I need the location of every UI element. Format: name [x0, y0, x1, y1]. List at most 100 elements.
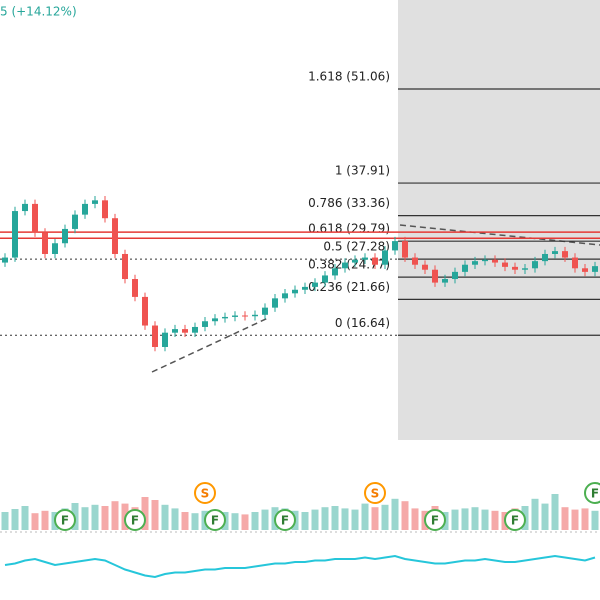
- volume-bar: [371, 507, 379, 530]
- volume-bar: [241, 514, 249, 530]
- volume-bar: [321, 507, 329, 530]
- fib-label: 0.5 (27.28): [323, 240, 390, 254]
- volume-bar: [341, 508, 349, 530]
- volume-bar: [351, 509, 359, 530]
- event-label: F: [61, 514, 69, 528]
- fib-label: 1.618 (51.06): [308, 70, 390, 84]
- volume-bar: [181, 512, 189, 530]
- fib-label: 0.382 (24.77): [308, 258, 390, 272]
- volume-bar: [391, 498, 399, 530]
- candle-body: [52, 243, 58, 254]
- volume-bar: [311, 509, 319, 530]
- candle-body: [92, 200, 98, 204]
- candle-body: [212, 318, 218, 322]
- candle-body: [492, 259, 498, 263]
- oscillator-line: [4, 554, 596, 579]
- candle-body: [452, 271, 458, 280]
- candle-body: [462, 264, 468, 272]
- volume-bar: [111, 501, 119, 530]
- candle-body: [502, 262, 508, 267]
- volume-bar: [381, 504, 389, 530]
- candle-body: [542, 253, 548, 262]
- volume-bar: [91, 504, 99, 530]
- candle-body: [262, 307, 268, 315]
- event-label: F: [211, 514, 219, 528]
- candle-body: [162, 332, 168, 347]
- candle-body: [142, 296, 148, 326]
- event-label: F: [131, 514, 139, 528]
- candle-body: [592, 266, 598, 272]
- event-label: F: [281, 514, 289, 528]
- volume-bar: [571, 509, 579, 530]
- volume-bar: [471, 507, 479, 530]
- volume-bar: [1, 512, 9, 530]
- candle-body: [252, 314, 258, 317]
- candle-body: [432, 269, 438, 283]
- volume-bar: [231, 513, 239, 530]
- volume-bar: [251, 512, 259, 530]
- candle-body: [412, 257, 418, 265]
- event-label: S: [201, 487, 210, 501]
- event-marker: [124, 509, 146, 531]
- volume-bar: [41, 510, 49, 530]
- candle-body: [332, 268, 338, 276]
- candle-body: [532, 261, 538, 269]
- projection-zone: [398, 0, 600, 440]
- volume-bar: [31, 513, 39, 530]
- candle-body: [72, 214, 78, 229]
- candle-body: [202, 321, 208, 327]
- volume-bar: [101, 506, 109, 530]
- volume-bar: [551, 494, 559, 530]
- volume-bar: [141, 497, 149, 530]
- candle-body: [12, 211, 18, 258]
- volume-bar: [81, 507, 89, 530]
- volume-bar: [361, 503, 369, 530]
- candle-body: [562, 251, 568, 258]
- volume-bar: [191, 513, 199, 530]
- candle-body: [42, 232, 48, 254]
- candle-body: [2, 257, 8, 263]
- candle-body: [62, 228, 68, 244]
- candle-body: [192, 326, 198, 333]
- event-marker: [364, 482, 386, 504]
- candle-body: [152, 325, 158, 347]
- candle-body: [472, 261, 478, 265]
- candle-body: [572, 257, 578, 269]
- candle-body: [132, 279, 138, 297]
- candle-body: [522, 268, 528, 270]
- volume-bar: [261, 509, 269, 530]
- candle-body: [182, 329, 188, 333]
- fib-label: 0.786 (33.36): [308, 196, 390, 210]
- volume-bar: [11, 509, 19, 530]
- candle-body: [552, 251, 558, 254]
- candle-body: [482, 259, 488, 262]
- candle-body: [22, 203, 28, 212]
- candle-body: [402, 241, 408, 258]
- candle-body: [322, 275, 328, 283]
- fib-label: 1 (37.91): [335, 164, 390, 178]
- candle-body: [292, 289, 298, 294]
- volume-bar: [481, 509, 489, 530]
- candle-body: [442, 279, 448, 283]
- event-marker: [194, 482, 216, 504]
- candle-body: [172, 329, 178, 333]
- event-marker: [584, 482, 600, 504]
- volume-bar: [581, 508, 589, 530]
- event-marker: [504, 509, 526, 531]
- volume-bar: [411, 508, 419, 530]
- price-change: 5 (+14.12%): [0, 5, 77, 19]
- candle-body: [362, 257, 368, 260]
- candle-body: [32, 203, 38, 233]
- candle-body: [242, 315, 248, 317]
- candle-body: [382, 250, 388, 265]
- candle-body: [222, 316, 228, 319]
- candle-body: [282, 293, 288, 299]
- fib-label: 0.618 (29.79): [308, 222, 390, 236]
- volume-bar: [561, 507, 569, 530]
- fib-label: 0.236 (21.66): [308, 280, 390, 294]
- trend-line: [399, 224, 600, 246]
- volume-bar: [151, 500, 159, 530]
- event-label: F: [431, 514, 439, 528]
